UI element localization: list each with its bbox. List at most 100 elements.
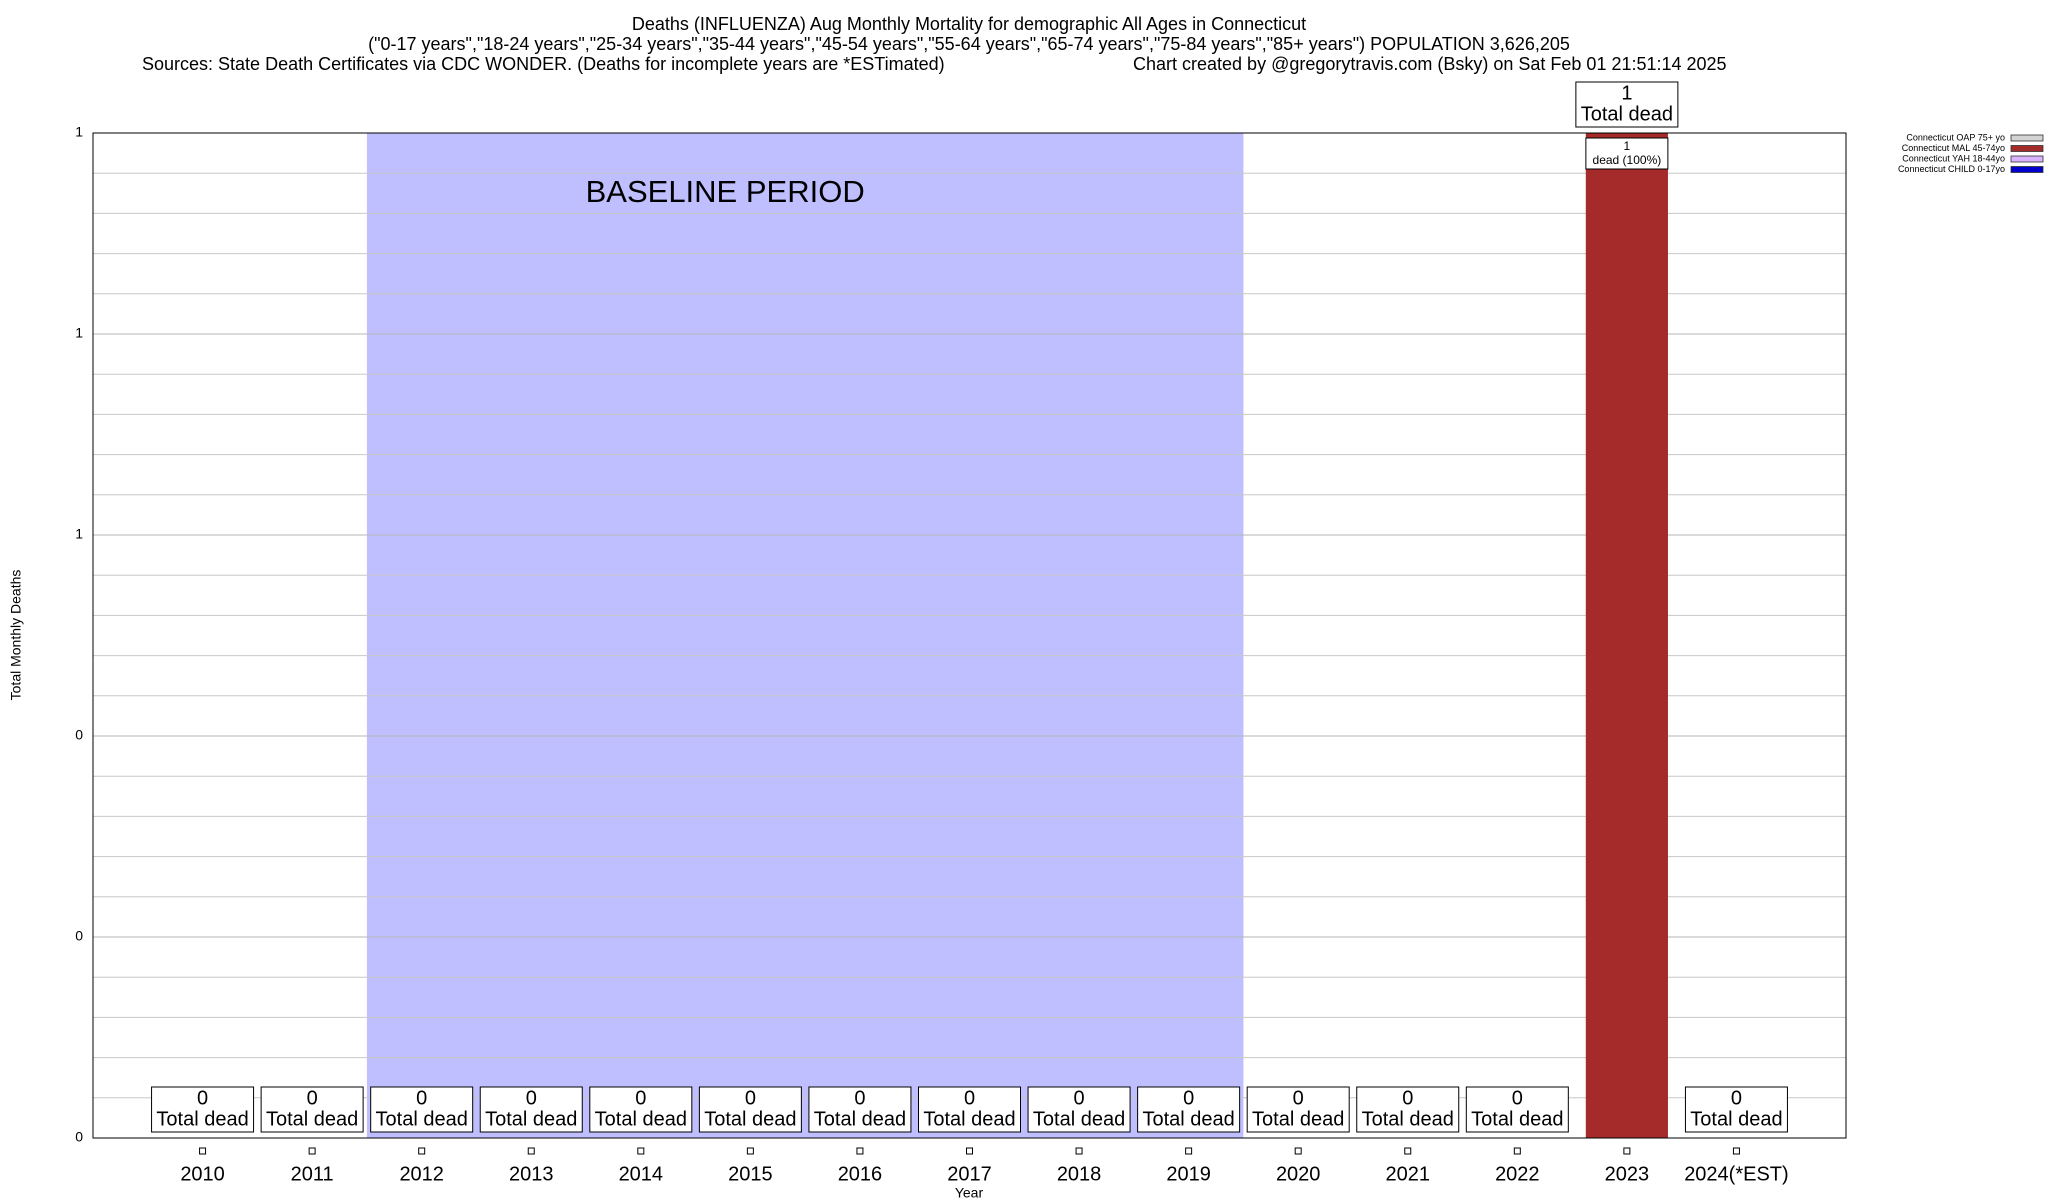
x-tick-mark — [199, 1147, 207, 1155]
legend-swatch — [2010, 166, 2044, 173]
segment-label-box — [1585, 137, 1669, 170]
x-tick-label: 2016 — [838, 1163, 883, 1185]
total-box — [151, 1086, 255, 1133]
total-label: Total dead — [1142, 1108, 1234, 1130]
total-box — [589, 1086, 693, 1133]
total-box — [1465, 1086, 1569, 1133]
total-value: 0 — [1183, 1087, 1194, 1109]
x-tick-label: 2015 — [728, 1163, 773, 1185]
legend-label: Connecticut MAL 45-74yo — [1902, 143, 2005, 153]
total-value: 0 — [526, 1087, 537, 1109]
total-value: 1 — [1621, 82, 1632, 104]
x-tick-label: 2014 — [619, 1163, 664, 1185]
total-label: Total dead — [376, 1108, 468, 1130]
x-tick-label: 2017 — [947, 1163, 992, 1185]
total-box — [1027, 1086, 1131, 1133]
legend-label: Connecticut YAH 18-44yo — [1902, 153, 2005, 163]
y-axis-label: Total Monthly Deaths — [8, 570, 24, 701]
total-box — [370, 1086, 474, 1133]
x-axis-label: Year — [955, 1185, 984, 1200]
x-tick-mark — [1513, 1147, 1521, 1155]
x-tick-mark — [1294, 1147, 1302, 1155]
x-tick-mark — [966, 1147, 973, 1155]
total-value: 0 — [1512, 1087, 1523, 1109]
total-value: 0 — [416, 1087, 427, 1109]
sources: Sources: State Death Certificates via CD… — [142, 54, 945, 74]
chart-title: Deaths (INFLUENZA) Aug Monthly Mortality… — [632, 14, 1306, 34]
x-tick-label: 2012 — [399, 1163, 444, 1185]
total-label: Total dead — [266, 1108, 358, 1130]
x-tick-label: 2021 — [1386, 1163, 1431, 1185]
x-tick-mark — [418, 1147, 426, 1155]
x-tick-label: 2020 — [1276, 1163, 1321, 1185]
baseline-label: BASELINE PERIOD — [586, 174, 865, 209]
baseline-period — [366, 133, 1244, 1138]
x-tick-mark — [1623, 1147, 1631, 1155]
total-box — [1575, 81, 1679, 128]
y-tick-label: 0 — [75, 727, 83, 743]
x-tick-mark — [637, 1147, 645, 1155]
x-tick-label: 2011 — [291, 1163, 334, 1185]
total-label: Total dead — [156, 1108, 248, 1130]
total-box — [698, 1086, 802, 1133]
total-label: Total dead — [1033, 1108, 1125, 1130]
legend-label: Connecticut OAP 75+ yo — [1906, 132, 2005, 142]
total-box — [1246, 1086, 1350, 1133]
y-tick-label: 1 — [75, 124, 83, 140]
total-label: Total dead — [704, 1108, 796, 1130]
total-box — [1356, 1086, 1460, 1133]
x-tick-label: 2022 — [1495, 1163, 1540, 1185]
bar-segment — [1585, 133, 1668, 1138]
y-tick-label: 0 — [75, 928, 83, 944]
total-box — [918, 1086, 1021, 1133]
y-tick-label: 1 — [75, 526, 83, 542]
total-label: Total dead — [485, 1108, 577, 1130]
plot-frame — [92, 132, 1847, 1139]
total-box — [260, 1086, 364, 1133]
total-value: 0 — [197, 1087, 208, 1109]
x-tick-mark — [746, 1147, 754, 1155]
total-label: Total dead — [1471, 1108, 1563, 1130]
total-value: 0 — [854, 1087, 865, 1109]
x-tick-label: 2024(*EST) — [1684, 1163, 1789, 1185]
total-label: Total dead — [923, 1108, 1015, 1130]
x-tick-mark — [1075, 1147, 1083, 1155]
x-tick-mark — [527, 1147, 535, 1155]
total-label: Total dead — [1581, 103, 1673, 125]
total-box — [1137, 1086, 1241, 1133]
credit: Chart created by @gregorytravis.com (Bsk… — [1133, 54, 1727, 74]
x-tick-label: 2010 — [180, 1163, 225, 1185]
total-value: 0 — [1402, 1087, 1413, 1109]
total-label: Total dead — [1252, 1108, 1344, 1130]
total-box — [479, 1086, 583, 1133]
total-value: 0 — [745, 1087, 756, 1109]
chart-subtitle: ("0-17 years","18-24 years","25-34 years… — [368, 34, 1570, 54]
legend-swatch — [2010, 145, 2044, 152]
segment-label: 1 dead (100%) — [1593, 139, 1662, 167]
x-tick-label: 2013 — [509, 1163, 554, 1185]
total-box — [1684, 1086, 1788, 1133]
total-label: Total dead — [814, 1108, 906, 1130]
total-value: 0 — [1074, 1087, 1085, 1109]
x-tick-mark — [1732, 1147, 1740, 1155]
x-tick-label: 2018 — [1057, 1163, 1102, 1185]
x-tick-mark — [308, 1147, 316, 1155]
total-value: 0 — [1731, 1087, 1742, 1109]
x-tick-mark — [856, 1147, 864, 1155]
total-value: 0 — [307, 1087, 318, 1109]
total-value: 0 — [964, 1087, 975, 1109]
legend-swatch — [2010, 134, 2044, 142]
legend-label: Connecticut CHILD 0-17yo — [1898, 164, 2005, 174]
total-label: Total dead — [1690, 1108, 1782, 1130]
x-tick-mark — [1404, 1147, 1412, 1155]
legend-swatch — [2010, 155, 2044, 163]
x-tick-label: 2019 — [1166, 1163, 1211, 1185]
total-label: Total dead — [1362, 1108, 1454, 1130]
total-value: 0 — [1293, 1087, 1304, 1109]
total-value: 0 — [635, 1087, 646, 1109]
x-tick-mark — [1185, 1147, 1193, 1155]
y-tick-label: 1 — [75, 325, 83, 341]
x-tick-label: 2023 — [1605, 1163, 1650, 1185]
total-label: Total dead — [595, 1108, 687, 1130]
